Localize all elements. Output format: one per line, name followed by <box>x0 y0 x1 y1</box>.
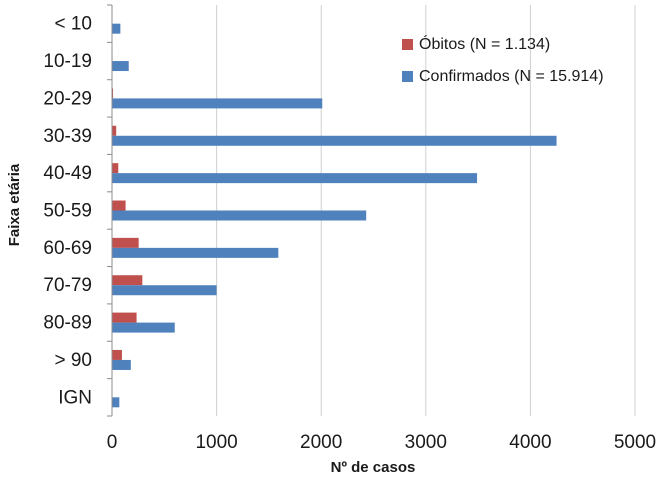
x-axis-ticks: 0 1000 2000 3000 4000 5000 <box>107 432 656 453</box>
gridlines <box>216 5 636 416</box>
obitos-bar <box>112 312 137 323</box>
bars <box>112 23 557 408</box>
obitos-bar <box>112 349 122 360</box>
category-label: 40-49 <box>43 163 92 184</box>
confirmados-bar <box>112 135 557 146</box>
obitos-bar <box>112 275 143 286</box>
obitos-bar <box>112 125 117 136</box>
category-label: 20-29 <box>43 88 92 109</box>
confirmados-bar <box>112 61 129 72</box>
legend-swatch <box>402 39 413 50</box>
y-axis-ticks: < 10 10-19 20-29 30-39 40-49 50-59 60-69 70-79 8… <box>43 4 112 417</box>
y-axis-label: Faixa etária <box>6 163 23 246</box>
category-label: 50-59 <box>43 201 92 222</box>
category-label: IGN <box>58 387 92 408</box>
category-label: 80-89 <box>43 313 92 334</box>
x-tick-label: 4000 <box>509 432 551 453</box>
confirmados-bar <box>112 98 323 109</box>
legend-swatch <box>402 71 413 82</box>
category-label: 10-19 <box>43 51 92 72</box>
x-axis-label: Nº de casos <box>331 459 416 476</box>
confirmados-bar <box>112 23 121 34</box>
x-tick-label: 3000 <box>405 432 447 453</box>
confirmados-bar <box>112 210 367 221</box>
confirmados-bar <box>112 247 279 258</box>
category-label: 30-39 <box>43 126 92 147</box>
legend-label: Óbitos (N = 1.134) <box>419 34 550 53</box>
obitos-bar <box>112 200 126 211</box>
x-tick-label: 1000 <box>195 432 237 453</box>
x-tick-label: 0 <box>107 432 118 453</box>
obitos-bar <box>112 237 139 248</box>
confirmados-bar <box>112 173 478 184</box>
legend-label: Confirmados (N = 15.914) <box>419 68 604 85</box>
obitos-bar <box>112 88 114 99</box>
confirmados-bar <box>112 397 120 408</box>
confirmados-bar <box>112 285 217 296</box>
obitos-bar <box>112 163 119 174</box>
category-label: 60-69 <box>43 238 92 259</box>
category-label: > 90 <box>54 350 92 371</box>
x-tick-label: 2000 <box>300 432 342 453</box>
x-tick-label: 5000 <box>614 432 656 453</box>
category-label: 70-79 <box>43 275 92 296</box>
confirmados-bar <box>112 322 175 333</box>
confirmados-bar <box>112 359 131 370</box>
legend: Óbitos (N = 1.134) Confirmados (N = 15.91… <box>402 34 604 85</box>
category-label: < 10 <box>54 14 92 35</box>
